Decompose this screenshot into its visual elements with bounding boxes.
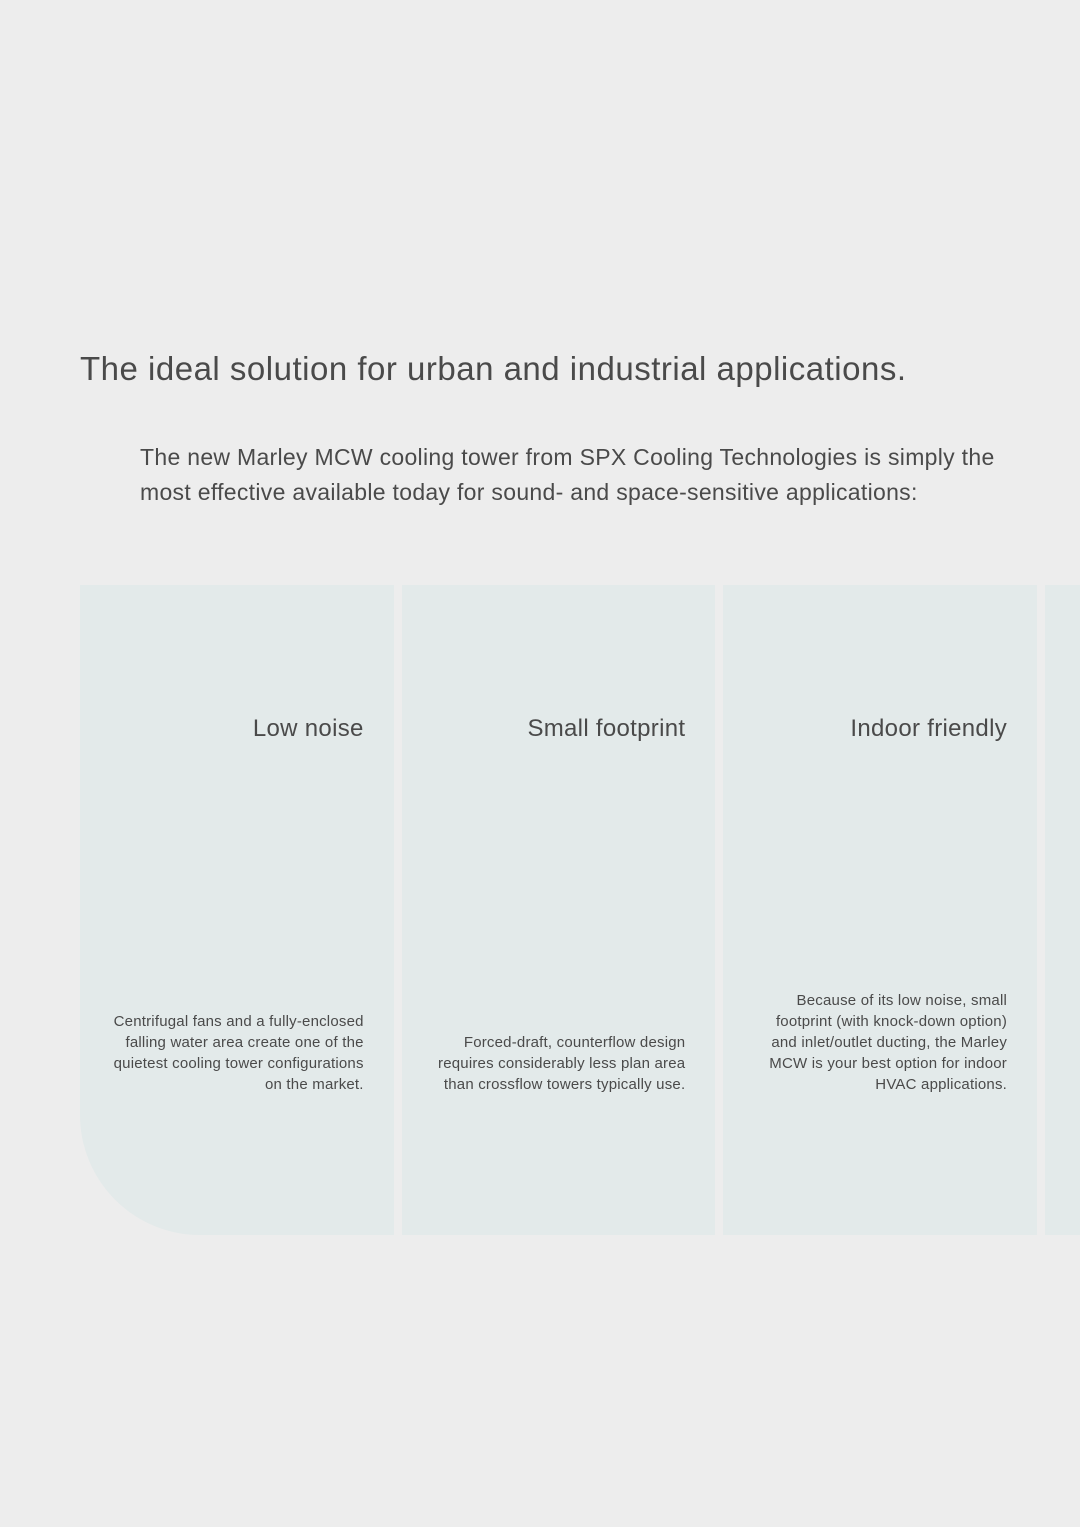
- feature-box-indoor-friendly: Indoor friendly Because of its low noise…: [723, 585, 1037, 1235]
- feature-title: Indoor friendly: [753, 715, 1007, 743]
- feature-title: Low noise: [110, 715, 364, 743]
- feature-title: Small footprint: [432, 715, 686, 743]
- headline-section: The ideal solution for urban and industr…: [0, 330, 1080, 418]
- feature-box-small-footprint: Small footprint Forced-draft, counterflo…: [402, 585, 716, 1235]
- intro-text: The new Marley MCW cooling tower from SP…: [140, 440, 1000, 509]
- headline: The ideal solution for urban and industr…: [80, 350, 1000, 388]
- feature-edge: [1045, 585, 1080, 1235]
- feature-body: Because of its low noise, small footprin…: [753, 990, 1007, 1095]
- intro-section: The new Marley MCW cooling tower from SP…: [140, 440, 1000, 509]
- feature-body: Centrifugal fans and a fully-enclosed fa…: [110, 1011, 364, 1095]
- feature-body: Forced-draft, counterflow design require…: [432, 1032, 686, 1095]
- features-container: Low noise Centrifugal fans and a fully-e…: [80, 585, 1080, 1235]
- feature-box-low-noise: Low noise Centrifugal fans and a fully-e…: [80, 585, 394, 1235]
